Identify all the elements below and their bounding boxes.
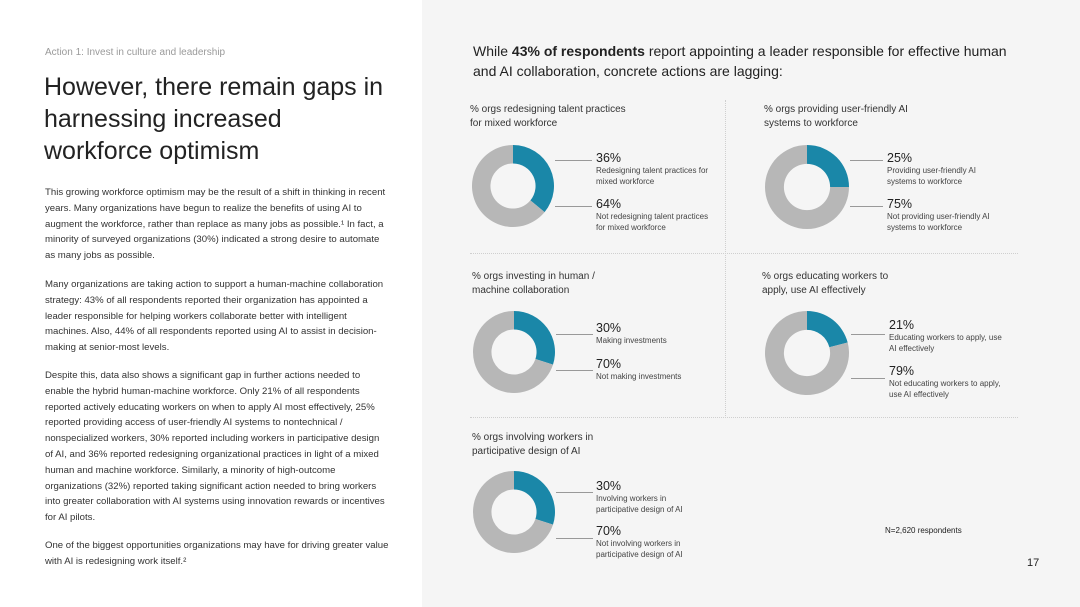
slice-label: Providing user-friendly AI systems to wo…: [887, 166, 976, 186]
leader-line: [555, 160, 592, 161]
donut-chart: [472, 145, 554, 227]
slice-value: 21%: [889, 318, 915, 332]
leader-line: [851, 378, 885, 379]
slice-value: 30%: [596, 321, 622, 335]
leader-line: [850, 206, 883, 207]
slice-highlight: [514, 471, 555, 525]
slice-value: 75%: [887, 197, 913, 211]
slice-highlight: [807, 145, 849, 187]
grid-vertical-divider: [725, 100, 726, 418]
intro-highlight: 43% of respondents: [511, 43, 645, 59]
slice-remainder: [473, 311, 553, 393]
body-paragraph-3: Despite this, data also shows a signific…: [45, 370, 385, 524]
slice-label: Not involving workers in participative d…: [596, 539, 683, 559]
leader-line: [556, 334, 593, 335]
slice-highlight: [807, 311, 848, 348]
slice-value: 79%: [889, 364, 915, 378]
leader-line: [556, 370, 593, 371]
slice-remainder: [765, 311, 849, 395]
sample-size-note: N=2,620 respondents: [885, 526, 962, 535]
right-panel: [422, 0, 1080, 607]
slice-value: 36%: [596, 151, 622, 165]
grid-divider-1: [470, 253, 1018, 254]
donut-chart: [765, 145, 849, 229]
grid-divider-2: [470, 417, 1018, 418]
leader-line: [851, 334, 885, 335]
body-paragraph-4: One of the biggest opportunities organiz…: [45, 540, 389, 567]
slice-label: Educating workers to apply, use AI effec…: [889, 333, 1002, 353]
page-number: 17: [1027, 557, 1040, 569]
slice-remainder: [473, 471, 553, 553]
chart-title: % orgs redesigning talent practices for …: [470, 104, 626, 129]
leader-line: [556, 492, 593, 493]
slice-label: Not providing user-friendly AI systems t…: [887, 212, 990, 232]
slice-value: 30%: [596, 479, 622, 493]
intro-post: report appointing a leader responsible f…: [473, 43, 1007, 79]
page-title: However, there remain gaps in harnessing…: [44, 73, 384, 165]
slice-label: Involving workers in participative desig…: [596, 494, 683, 514]
leader-line: [850, 160, 883, 161]
chart-title: % orgs investing in human / machine coll…: [472, 271, 595, 296]
chart-title: % orgs educating workers to apply, use A…: [762, 271, 889, 296]
donut-chart: [765, 311, 849, 395]
slice-highlight: [513, 145, 554, 213]
slice-value: 64%: [596, 197, 622, 211]
intro-statement: While 43% of respondents report appointi…: [473, 41, 1013, 81]
slice-label: Not educating workers to apply, use AI e…: [889, 379, 1001, 399]
slice-highlight: [514, 311, 555, 365]
slice-remainder: [765, 145, 849, 229]
slice-remainder: [472, 145, 545, 227]
slice-value: 70%: [596, 524, 622, 538]
donut-chart: [473, 311, 555, 393]
section-eyebrow: Action 1: Invest in culture and leadersh…: [45, 47, 226, 58]
body-paragraph-1: This growing workforce optimism may be t…: [45, 187, 386, 262]
chart-title: % orgs involving workers in participativ…: [472, 432, 594, 457]
slice-value: 70%: [596, 357, 622, 371]
left-column: Action 1: Invest in culture and leadersh…: [0, 0, 422, 607]
leader-line: [556, 538, 593, 539]
body-paragraph-2: Many organizations are taking action to …: [45, 279, 384, 354]
donut-chart: [473, 471, 555, 553]
slice-label: Not redesigning talent practices for mix…: [596, 212, 709, 232]
slice-label: Making investments: [596, 336, 667, 345]
intro-pre: While: [473, 43, 512, 59]
chart-title: % orgs providing user-friendly AI system…: [764, 104, 908, 129]
leader-line: [555, 206, 592, 207]
slice-label: Redesigning talent practices for mixed w…: [596, 166, 709, 186]
slice-value: 25%: [887, 151, 913, 165]
slice-label: Not making investments: [596, 372, 682, 381]
